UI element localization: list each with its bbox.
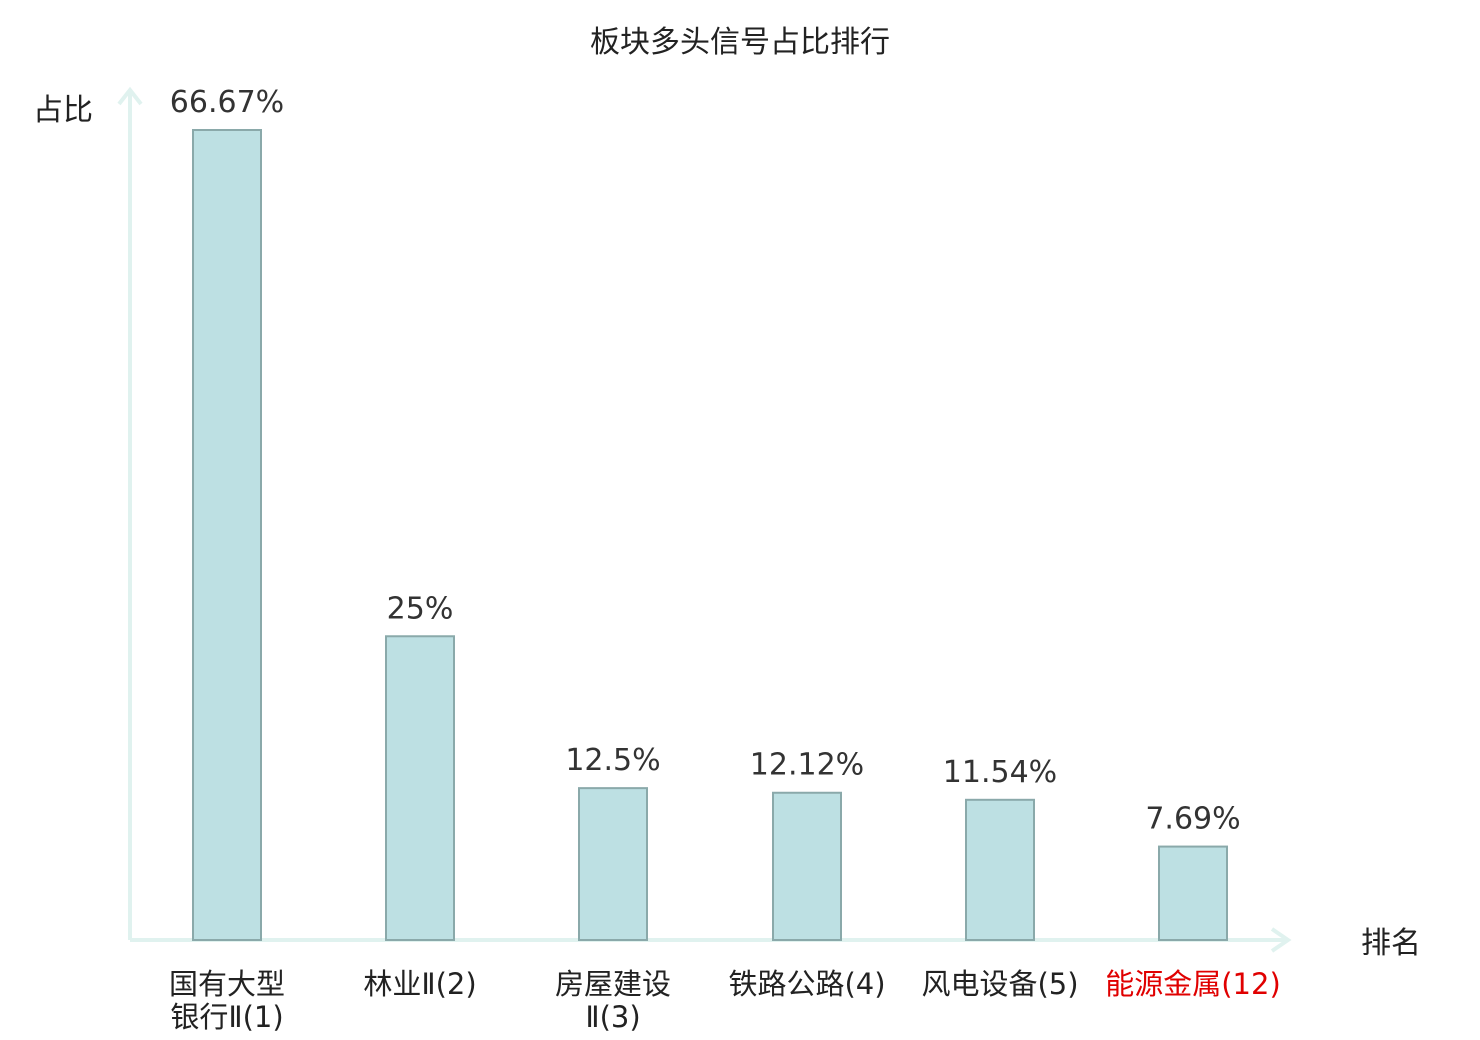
y-axis-arrow-icon [117, 86, 143, 106]
x-axis-label: 排名 [1361, 926, 1421, 961]
y-axis-label: 占比 [33, 93, 93, 128]
chart-title: 板块多头信号占比排行 [590, 25, 890, 60]
bars-group [192, 129, 1228, 942]
value-label-3: 12.5% [565, 743, 660, 778]
category-label-4: 铁路公路(4) [728, 967, 885, 1001]
value-label-5: 11.54% [943, 755, 1057, 790]
bar-1 [192, 129, 262, 941]
category-label-3: 房屋建设 Ⅱ(3) [555, 967, 671, 1034]
category-labels-group: 国有大型银行Ⅱ(1) 林业Ⅱ(2) 房屋建设 Ⅱ(3) 铁路公路(4) 风电设备(5) 能源… [169, 967, 1281, 1034]
bar-6 [1158, 845, 1228, 941]
x-axis-arrow-icon [1270, 927, 1292, 953]
bar-2 [385, 635, 455, 941]
value-labels-group: 66.67% 25% 12.5% 12.12% 11.54% 7.69% [170, 85, 1241, 837]
category-label-5: 风电设备(5) [921, 967, 1078, 1001]
value-label-4: 12.12% [750, 748, 864, 783]
value-label-2: 25% [387, 591, 454, 626]
category-label-2: 林业Ⅱ(2) [363, 967, 476, 1001]
bar-3 [578, 787, 648, 941]
bar-5 [965, 798, 1035, 942]
category-label-6: 能源金属(12) [1105, 967, 1281, 1001]
value-label-1: 66.67% [170, 85, 284, 120]
value-label-6: 7.69% [1145, 802, 1240, 837]
category-label-1: 国有大型银行Ⅱ(1) [169, 967, 285, 1034]
bar-4 [772, 791, 842, 942]
